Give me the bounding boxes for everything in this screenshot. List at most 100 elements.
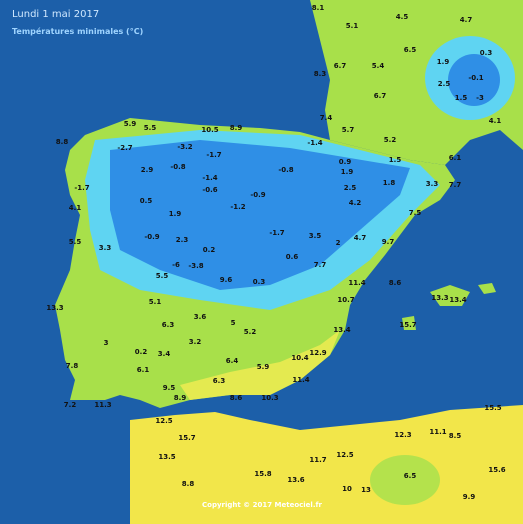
station-temperature: -0.8 bbox=[278, 166, 293, 174]
station-temperature: -0.1 bbox=[468, 74, 483, 82]
station-temperature: 5.1 bbox=[149, 298, 162, 306]
station-temperature: 12.5 bbox=[155, 417, 172, 425]
station-temperature: 6.5 bbox=[404, 472, 417, 480]
station-temperature: 3.5 bbox=[309, 232, 322, 240]
station-temperature: 3.3 bbox=[426, 180, 439, 188]
station-temperature: -1.7 bbox=[206, 151, 221, 159]
station-temperature: 1.5 bbox=[455, 94, 468, 102]
station-temperature: -3.2 bbox=[177, 143, 192, 151]
station-temperature: 1.9 bbox=[437, 58, 450, 66]
station-temperature: -0.9 bbox=[250, 191, 265, 199]
cold-zone bbox=[110, 140, 410, 290]
station-temperature: 13.4 bbox=[449, 296, 466, 304]
warm-zone-south bbox=[180, 330, 340, 400]
station-temperature: 2.5 bbox=[344, 184, 357, 192]
station-temperature: 2.3 bbox=[176, 236, 189, 244]
station-temperature: 13.4 bbox=[333, 326, 350, 334]
station-temperature: -1.7 bbox=[269, 229, 284, 237]
copyright: Copyright © 2017 Meteociel.fr bbox=[202, 501, 323, 509]
station-temperature: 1.9 bbox=[341, 168, 354, 176]
station-temperature: 12.3 bbox=[394, 431, 411, 439]
station-temperature: 0.3 bbox=[480, 49, 493, 57]
station-temperature: 5.5 bbox=[69, 238, 82, 246]
station-temperature: 5.1 bbox=[346, 22, 359, 30]
station-temperature: 7.7 bbox=[314, 261, 327, 269]
station-temperature: 2 bbox=[336, 239, 341, 247]
station-temperature: 5.5 bbox=[144, 124, 157, 132]
map-subtitle: Températures minimales (°C) bbox=[12, 26, 143, 36]
station-temperature: 6.3 bbox=[213, 377, 226, 385]
station-temperature: 8.8 bbox=[182, 480, 195, 488]
station-temperature: 11.7 bbox=[309, 456, 326, 464]
station-temperature: -3.8 bbox=[188, 262, 203, 270]
station-temperature: 5.9 bbox=[257, 363, 270, 371]
station-temperature: 3 bbox=[104, 339, 109, 347]
station-temperature: -0.6 bbox=[202, 186, 217, 194]
station-temperature: 11.1 bbox=[429, 428, 446, 436]
station-temperature: 15.7 bbox=[399, 321, 416, 329]
station-temperature: 15.8 bbox=[254, 470, 271, 478]
station-temperature: 5.2 bbox=[384, 136, 397, 144]
station-temperature: -6 bbox=[172, 261, 180, 269]
station-temperature: 2.9 bbox=[141, 166, 154, 174]
station-temperature: 0.6 bbox=[286, 253, 299, 261]
colder-zone-france bbox=[448, 54, 500, 106]
station-temperature: 9.7 bbox=[382, 238, 395, 246]
station-temperature: 4.1 bbox=[69, 204, 82, 212]
station-temperature: 10.5 bbox=[201, 126, 218, 134]
station-temperature: 7.5 bbox=[409, 209, 422, 217]
station-temperature: 8.1 bbox=[312, 4, 325, 12]
station-temperature: 8.9 bbox=[230, 124, 243, 132]
station-temperature: 13 bbox=[361, 486, 371, 494]
station-temperature: 1.5 bbox=[389, 156, 402, 164]
station-temperature: 9.6 bbox=[220, 276, 233, 284]
station-temperature: -3 bbox=[476, 94, 484, 102]
station-temperature: 13.5 bbox=[158, 453, 175, 461]
map-title: Lundi 1 mai 2017 bbox=[12, 9, 99, 20]
station-temperature: 4.2 bbox=[349, 199, 362, 207]
station-temperature: 3.4 bbox=[158, 350, 171, 358]
station-temperature: 10.4 bbox=[291, 354, 308, 362]
station-temperature: -2.7 bbox=[117, 144, 132, 152]
station-temperature: 7.8 bbox=[66, 362, 79, 370]
station-temperature: 6.5 bbox=[404, 46, 417, 54]
station-temperature: 9.5 bbox=[163, 384, 176, 392]
station-temperature: 0.3 bbox=[253, 278, 266, 286]
station-temperature: 8.5 bbox=[449, 432, 462, 440]
station-temperature: 11.4 bbox=[348, 279, 365, 287]
station-temperature: 0.5 bbox=[140, 197, 153, 205]
station-temperature: 7.7 bbox=[449, 181, 462, 189]
station-temperature: -0.8 bbox=[170, 163, 185, 171]
station-temperature: 13.3 bbox=[46, 304, 63, 312]
station-temperature: 15.5 bbox=[484, 404, 501, 412]
station-temperature: 11.3 bbox=[94, 401, 111, 409]
station-temperature: 3.3 bbox=[99, 244, 112, 252]
station-temperature: 5.7 bbox=[342, 126, 355, 134]
station-temperature: 10.3 bbox=[261, 394, 278, 402]
station-temperature: 2.5 bbox=[438, 80, 451, 88]
station-temperature: 13.6 bbox=[287, 476, 304, 484]
station-temperature: 12.9 bbox=[309, 349, 326, 357]
station-temperature: 8.3 bbox=[314, 70, 327, 78]
station-temperature: 8.9 bbox=[174, 394, 187, 402]
station-temperature: -1.7 bbox=[74, 184, 89, 192]
station-temperature: 0.2 bbox=[135, 348, 148, 356]
station-temperature: 5.5 bbox=[156, 272, 169, 280]
station-temperature: 0.2 bbox=[203, 246, 216, 254]
station-temperature: 1.9 bbox=[169, 210, 182, 218]
station-temperature: 7.2 bbox=[64, 401, 77, 409]
station-temperature: 13.3 bbox=[431, 294, 448, 302]
station-temperature: 10.7 bbox=[337, 296, 354, 304]
station-temperature: 4.7 bbox=[354, 234, 367, 242]
station-temperature: 4.1 bbox=[489, 117, 502, 125]
station-temperature: 0.9 bbox=[339, 158, 352, 166]
station-temperature: 12.5 bbox=[336, 451, 353, 459]
station-temperature: 9.9 bbox=[463, 493, 476, 501]
station-temperature: 6.3 bbox=[162, 321, 175, 329]
station-temperature: 6.1 bbox=[137, 366, 150, 374]
land-balearics bbox=[402, 283, 496, 330]
station-temperature: -1.2 bbox=[230, 203, 245, 211]
station-temperature: 3.6 bbox=[194, 313, 207, 321]
